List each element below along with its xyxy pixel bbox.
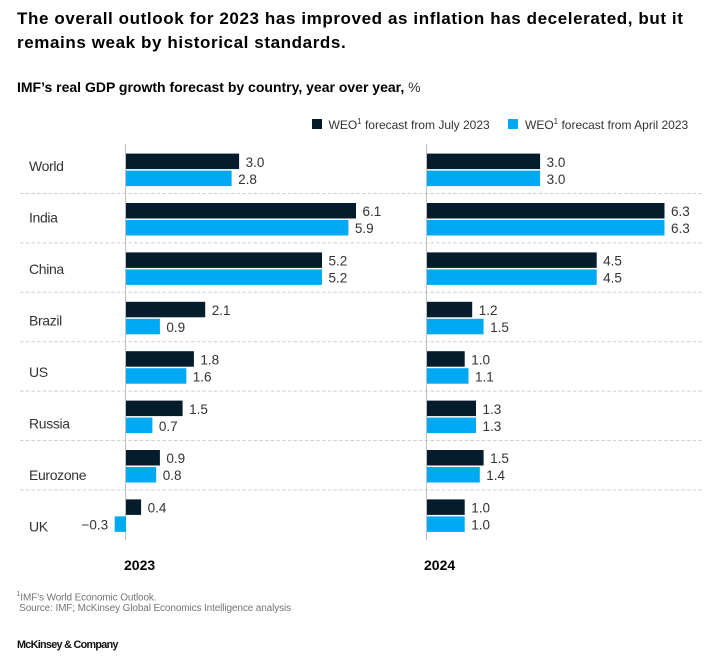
svg-text:US: US bbox=[29, 364, 48, 380]
svg-text:1.2: 1.2 bbox=[479, 303, 498, 318]
svg-text:1.0: 1.0 bbox=[471, 518, 490, 533]
svg-text:India: India bbox=[29, 209, 58, 225]
svg-text:Eurozone: Eurozone bbox=[29, 467, 87, 483]
svg-text:5.2: 5.2 bbox=[329, 271, 348, 286]
svg-text:4.5: 4.5 bbox=[603, 271, 622, 286]
svg-text:2024: 2024 bbox=[424, 557, 455, 573]
svg-text:Brazil: Brazil bbox=[29, 312, 62, 328]
svg-text:5.9: 5.9 bbox=[355, 221, 374, 236]
svg-text:UK: UK bbox=[29, 518, 49, 534]
svg-text:1.6: 1.6 bbox=[193, 369, 212, 384]
svg-text:6.3: 6.3 bbox=[671, 221, 690, 236]
svg-text:Russia: Russia bbox=[29, 415, 70, 431]
svg-text:3.0: 3.0 bbox=[246, 155, 265, 170]
svg-text:1.4: 1.4 bbox=[486, 468, 505, 483]
svg-text:1.5: 1.5 bbox=[490, 320, 509, 335]
svg-text:2.8: 2.8 bbox=[238, 172, 257, 187]
svg-text:0.9: 0.9 bbox=[166, 320, 185, 335]
svg-text:1.3: 1.3 bbox=[483, 402, 502, 417]
svg-text:5.2: 5.2 bbox=[329, 254, 348, 269]
svg-text:1.8: 1.8 bbox=[200, 352, 219, 367]
svg-text:1.5: 1.5 bbox=[490, 451, 509, 466]
svg-text:4.5: 4.5 bbox=[603, 254, 622, 269]
svg-text:0.8: 0.8 bbox=[163, 468, 182, 483]
svg-text:6.1: 6.1 bbox=[363, 204, 382, 219]
svg-text:6.3: 6.3 bbox=[671, 204, 690, 219]
svg-text:1.0: 1.0 bbox=[471, 352, 490, 367]
svg-text:0.7: 0.7 bbox=[159, 419, 178, 434]
svg-text:1.0: 1.0 bbox=[471, 501, 490, 516]
svg-text:−0.3: −0.3 bbox=[82, 518, 109, 533]
svg-text:2.1: 2.1 bbox=[212, 303, 231, 318]
svg-text:1.1: 1.1 bbox=[475, 369, 494, 384]
svg-text:3.0: 3.0 bbox=[547, 155, 566, 170]
svg-text:China: China bbox=[29, 261, 64, 277]
svg-text:0.9: 0.9 bbox=[166, 451, 185, 466]
svg-text:2023: 2023 bbox=[124, 557, 155, 573]
svg-text:3.0: 3.0 bbox=[547, 172, 566, 187]
svg-text:World: World bbox=[29, 158, 64, 174]
svg-text:1.3: 1.3 bbox=[483, 419, 502, 434]
svg-text:0.4: 0.4 bbox=[148, 501, 167, 516]
svg-text:1.5: 1.5 bbox=[189, 402, 208, 417]
